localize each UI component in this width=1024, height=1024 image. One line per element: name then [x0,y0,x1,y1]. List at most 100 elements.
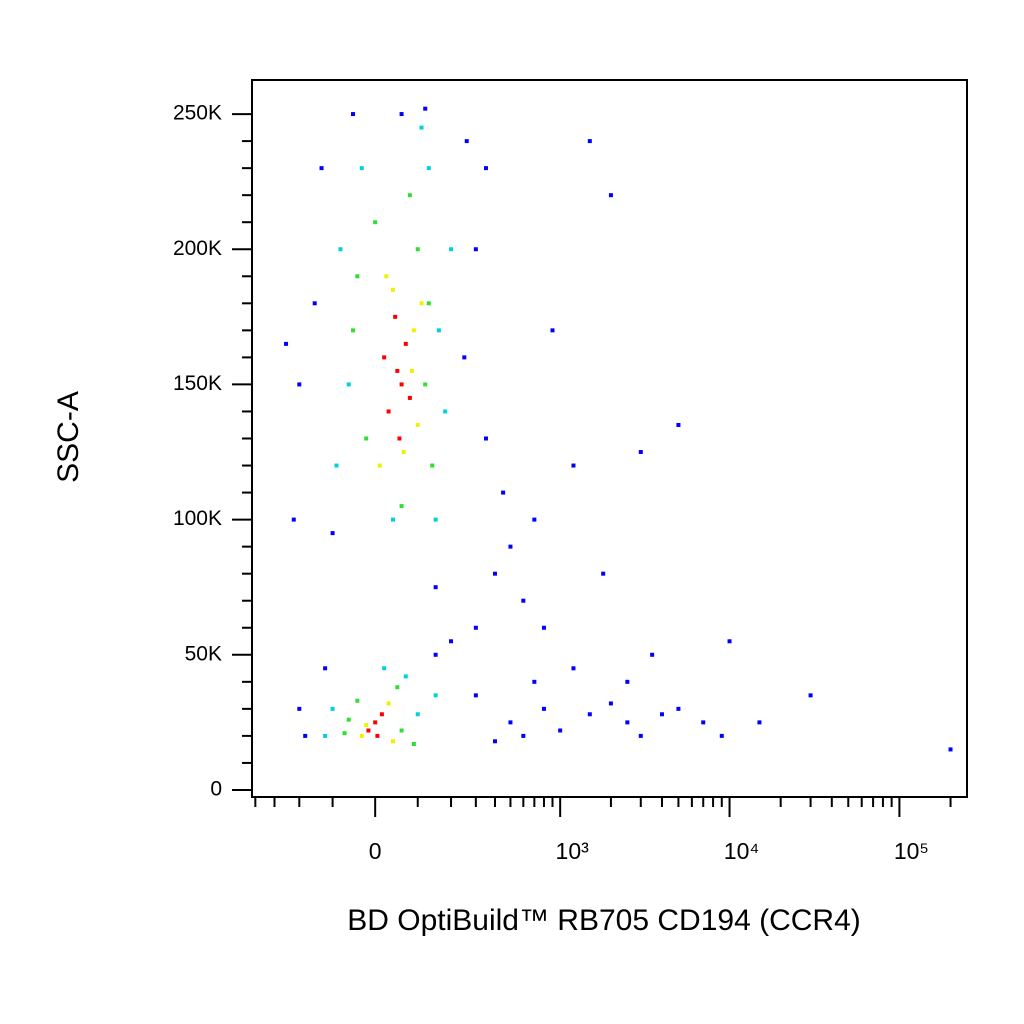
data-point [297,382,302,387]
data-point [541,706,546,711]
data-point [323,666,328,671]
data-point [493,571,498,576]
data-point [727,639,732,644]
data-point [399,504,404,509]
y-tick-label: 250K [173,102,222,125]
data-point [541,625,546,630]
data-point [948,747,953,752]
data-point [342,731,347,736]
data-point [426,301,431,306]
y-tick-label: 50K [185,642,222,665]
data-point [284,341,289,346]
data-point [521,598,526,603]
y-axis-label: SSC-A [52,391,85,483]
data-point [650,652,655,657]
data-point [323,733,328,738]
data-point [433,585,438,590]
data-point [395,368,400,373]
x-tick-label: 10⁵ [894,838,929,864]
data-point [532,517,537,522]
data-point [571,666,576,671]
data-point [382,355,387,360]
y-tick-label: 200K [173,237,222,260]
data-point [757,720,762,725]
data-point [587,712,592,717]
data-point [291,517,296,522]
data-point [395,685,400,690]
data-point [473,247,478,252]
data-point [433,693,438,698]
data-point [384,274,389,279]
data-point [426,166,431,171]
data-point [297,706,302,711]
data-point [351,112,356,117]
data-point [407,193,412,198]
data-point [638,450,643,455]
data-point [415,422,420,427]
plot-frame [251,79,968,798]
data-point [390,517,395,522]
y-tick-label: 100K [173,507,222,530]
data-point [423,106,428,111]
data-point [701,720,706,725]
data-point [415,247,420,252]
data-point [379,712,384,717]
data-point [423,382,428,387]
x-tick-label: 10⁴ [724,838,759,864]
x-tick-label: 0 [369,838,382,864]
data-point [386,701,391,706]
data-point [409,368,414,373]
data-point [346,382,351,387]
data-point [443,409,448,414]
data-point [312,301,317,306]
data-point [449,247,454,252]
data-point [399,382,404,387]
data-point [382,666,387,671]
data-point [587,139,592,144]
data-point [373,720,378,725]
data-point [346,717,351,722]
data-point [501,490,506,495]
data-point [338,247,343,252]
data-point [366,728,371,733]
data-point [473,693,478,698]
data-point [436,328,441,333]
data-point [397,436,402,441]
data-point [411,328,416,333]
data-point [390,287,395,292]
data-point [364,436,369,441]
x-axis-label: BD OptiBuild™ RB705 CD194 (CCR4) [347,904,861,937]
data-point [415,712,420,717]
data-point [571,463,576,468]
data-point [390,739,395,744]
data-point [334,463,339,468]
data-point [625,679,630,684]
data-point [601,571,606,576]
data-point [608,193,613,198]
y-tick-label: 150K [173,372,222,395]
data-point [375,733,380,738]
data-point [558,728,563,733]
data-point [359,733,364,738]
y-tick-label: 0 [210,778,222,801]
data-point [659,712,664,717]
data-point [464,139,469,144]
data-point [508,544,513,549]
data-point [399,112,404,117]
data-point [473,625,478,630]
data-point [403,341,408,346]
data-point [521,733,526,738]
data-point [676,706,681,711]
data-point [493,739,498,744]
data-point [532,679,537,684]
data-point [419,301,424,306]
data-point [433,652,438,657]
data-point [330,531,335,536]
data-point [719,733,724,738]
data-point [638,733,643,738]
data-point [359,166,364,171]
data-point [319,166,324,171]
data-point [419,125,424,130]
data-point [462,355,467,360]
data-point [355,274,360,279]
